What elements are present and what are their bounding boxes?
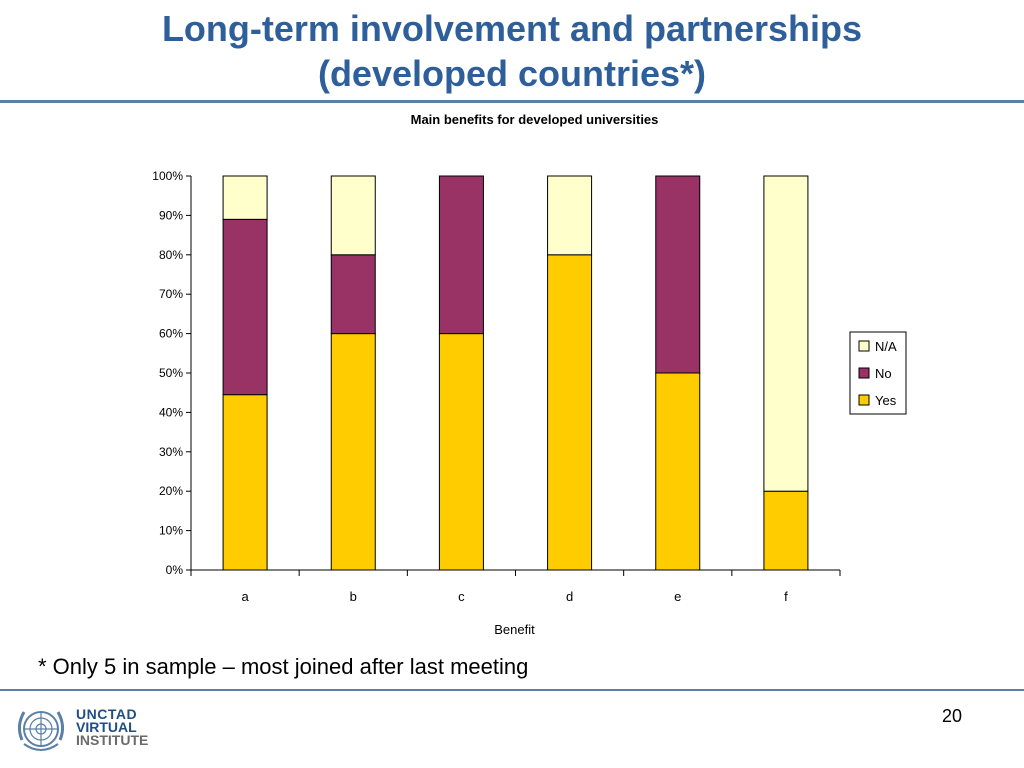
bar-no-a bbox=[222, 218, 268, 396]
chart-title: Main benefits for developed universities bbox=[411, 112, 659, 127]
legend-swatch-na bbox=[858, 340, 870, 352]
bar-no-b bbox=[330, 254, 376, 335]
x-tick-label-b: b bbox=[350, 589, 357, 604]
footnote: * Only 5 in sample – most joined after l… bbox=[38, 654, 529, 679]
bar-yes-e bbox=[655, 372, 701, 571]
legend-label-no: No bbox=[875, 366, 892, 381]
bar-no-e bbox=[655, 175, 701, 374]
bottom-divider bbox=[0, 689, 1024, 691]
bar-yes-a bbox=[222, 394, 268, 571]
logo-text-virtual: VIRTUAL bbox=[76, 719, 137, 735]
y-tick-label: 40% bbox=[159, 405, 183, 419]
slide-title-line1: Long-term involvement and partnerships bbox=[161, 8, 863, 49]
bar-na-d bbox=[547, 175, 593, 256]
slide-title: Long-term involvement and partnerships (… bbox=[0, 6, 1024, 96]
bar-na-b bbox=[330, 175, 376, 256]
y-tick-label: 50% bbox=[159, 366, 183, 380]
logo-text-institute: INSTITUTE bbox=[76, 732, 149, 748]
y-tick-label: 0% bbox=[166, 563, 184, 577]
page-number: 20 bbox=[941, 706, 962, 726]
bar-yes-d bbox=[547, 254, 593, 571]
y-tick-label: 10% bbox=[159, 524, 183, 538]
y-tick-label: 60% bbox=[159, 327, 183, 341]
x-tick-label-d: d bbox=[566, 589, 573, 604]
bar-yes-b bbox=[330, 333, 376, 571]
y-tick-label: 100% bbox=[152, 169, 183, 183]
legend-swatch-no bbox=[858, 367, 870, 379]
x-tick-label-a: a bbox=[241, 589, 249, 604]
y-tick-label: 30% bbox=[159, 445, 183, 459]
top-divider bbox=[0, 100, 1024, 103]
legend-swatch-yes bbox=[858, 394, 870, 406]
stacked-bar-chart: Main benefits for developed universities… bbox=[152, 112, 907, 637]
x-tick-label-c: c bbox=[458, 589, 465, 604]
x-tick-label-f: f bbox=[784, 589, 788, 604]
x-axis-label: Benefit bbox=[494, 622, 535, 637]
legend-label-na: N/A bbox=[875, 339, 897, 354]
logo-text-unctad: UNCTAD bbox=[76, 706, 138, 722]
y-tick-label: 20% bbox=[159, 484, 183, 498]
un-emblem-icon bbox=[17, 711, 65, 751]
y-tick-label: 90% bbox=[159, 208, 183, 222]
bar-yes-c bbox=[438, 333, 484, 571]
unctad-logo: UNCTAD VIRTUAL INSTITUTE bbox=[12, 700, 182, 756]
y-tick-label: 70% bbox=[159, 287, 183, 301]
bar-yes-f bbox=[763, 490, 809, 571]
legend-label-yes: Yes bbox=[875, 393, 897, 408]
bar-no-c bbox=[438, 175, 484, 335]
y-tick-label: 80% bbox=[159, 248, 183, 262]
bar-na-f bbox=[763, 175, 809, 492]
bar-na-a bbox=[222, 175, 268, 220]
x-tick-label-e: e bbox=[674, 589, 681, 604]
slide-title-line2: (developed countries*) bbox=[317, 53, 707, 94]
